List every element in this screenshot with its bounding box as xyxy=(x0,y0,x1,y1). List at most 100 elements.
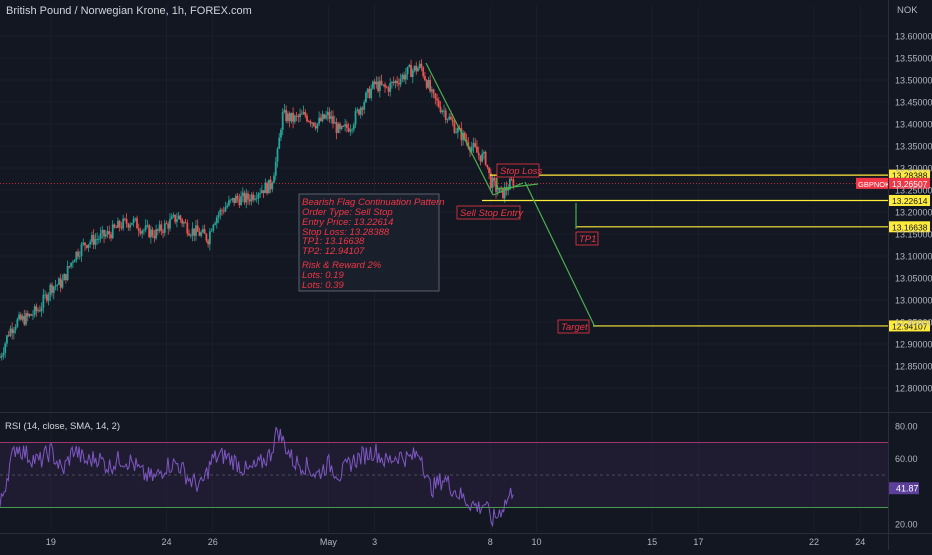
symbol-title[interactable]: British Pound / Norwegian Krone, 1h, FOR… xyxy=(6,5,252,17)
candle-body xyxy=(378,80,381,92)
candle-body xyxy=(377,81,379,92)
price-tick-label: 12.85000 xyxy=(895,362,932,372)
candle-body xyxy=(401,74,404,80)
flag-upper-line[interactable] xyxy=(496,183,539,190)
currency-label: NOK xyxy=(897,5,918,16)
candle-body xyxy=(345,124,348,128)
candle-body xyxy=(264,182,267,194)
candle-body xyxy=(117,220,119,228)
candle-body xyxy=(391,81,393,83)
candle-body xyxy=(7,335,10,337)
candle-body xyxy=(158,224,161,231)
stop-loss-annotation[interactable]: Stop Loss xyxy=(496,163,542,178)
candle-body xyxy=(488,167,490,174)
time-tick-label: 22 xyxy=(809,537,819,547)
candle-body xyxy=(172,214,175,217)
tp1-axis-value: 13.16638 xyxy=(892,222,928,232)
candle-body xyxy=(262,190,265,194)
candle-body xyxy=(300,113,303,115)
candle-body xyxy=(507,189,510,191)
time-tick-label: 24 xyxy=(855,537,865,547)
candle-body xyxy=(429,79,432,92)
sell-stop-entry-label: Sell Stop Entry xyxy=(460,208,524,219)
price-candles xyxy=(0,59,515,361)
candle-body xyxy=(25,313,27,325)
candle-body xyxy=(325,115,327,119)
candle-body xyxy=(68,266,71,267)
candle-body xyxy=(33,306,36,315)
flagpole-line[interactable] xyxy=(425,62,494,196)
candle-body xyxy=(132,218,135,224)
candle-body xyxy=(195,225,197,236)
candle-body xyxy=(510,178,513,180)
candle-body xyxy=(89,241,92,245)
candle-body xyxy=(181,219,184,224)
info-box[interactable]: Bearish Flag Continuation Pattern Order … xyxy=(298,193,445,292)
candle-body xyxy=(248,199,251,202)
candle-body xyxy=(413,65,416,71)
candle-body xyxy=(82,242,85,245)
candle-body xyxy=(470,147,473,152)
candle-body xyxy=(123,218,126,220)
candle-body xyxy=(228,200,230,206)
candle-body xyxy=(422,67,425,77)
rsi-pane: 41.87 xyxy=(0,426,919,528)
tp1-annotation[interactable]: TP1 xyxy=(575,231,599,246)
candle-body xyxy=(189,235,192,237)
candle-body xyxy=(347,127,350,132)
candle-body xyxy=(99,233,102,239)
candle-body xyxy=(9,328,12,336)
candle-body xyxy=(491,177,494,188)
candle-body xyxy=(16,319,19,327)
candle-body xyxy=(174,214,177,222)
candle-body xyxy=(254,198,256,200)
candle-body xyxy=(2,352,5,356)
candle-body xyxy=(415,65,418,72)
projection-line[interactable] xyxy=(524,181,596,328)
candle-body xyxy=(221,209,223,211)
candle-body xyxy=(451,119,454,123)
candle-body xyxy=(398,83,400,85)
candle-body xyxy=(443,110,445,112)
info-line-4: TP1: 13.16638 xyxy=(302,236,365,247)
rsi-title[interactable]: RSI (14, close, SMA, 14, 2) xyxy=(5,421,120,432)
candle-body xyxy=(302,112,305,115)
sell-stop-entry-annotation[interactable]: Sell Stop Entry xyxy=(456,205,524,220)
candle-body xyxy=(122,218,125,229)
candle-body xyxy=(399,79,402,85)
candle-body xyxy=(354,111,357,125)
target-axis-tag xyxy=(889,320,930,332)
target-annotation[interactable]: Target xyxy=(557,319,590,334)
candle-body xyxy=(21,315,24,320)
flag-lower-line[interactable] xyxy=(492,182,524,196)
candle-body xyxy=(146,225,149,227)
candle-body xyxy=(42,294,45,308)
candle-body xyxy=(167,223,170,229)
candle-body xyxy=(78,255,81,257)
symbol-tag-text: GBPNOK xyxy=(858,180,890,189)
candle-body xyxy=(91,235,93,242)
candle-body xyxy=(342,125,345,127)
candle-body xyxy=(472,143,475,148)
candle-body xyxy=(11,328,14,334)
candle-body xyxy=(56,284,59,286)
candle-body xyxy=(460,128,463,141)
candle-body xyxy=(335,122,338,133)
candle-body xyxy=(479,155,482,162)
candle-body xyxy=(243,192,246,203)
drawings-layer[interactable] xyxy=(425,62,596,328)
info-line-3: Stop Loss: 13.28388 xyxy=(302,227,390,238)
candle-body xyxy=(226,205,229,208)
candle-body xyxy=(58,278,60,285)
candle-body xyxy=(247,193,249,200)
candle-body xyxy=(424,76,426,81)
candle-body xyxy=(137,228,140,232)
candle-body xyxy=(326,111,329,116)
candle-body xyxy=(54,285,57,287)
info-line-5: TP2: 12.94107 xyxy=(302,246,365,257)
stop-loss-axis-tag xyxy=(889,169,930,181)
candle-body xyxy=(297,115,300,118)
price-tick-label: 13.30000 xyxy=(895,164,932,174)
